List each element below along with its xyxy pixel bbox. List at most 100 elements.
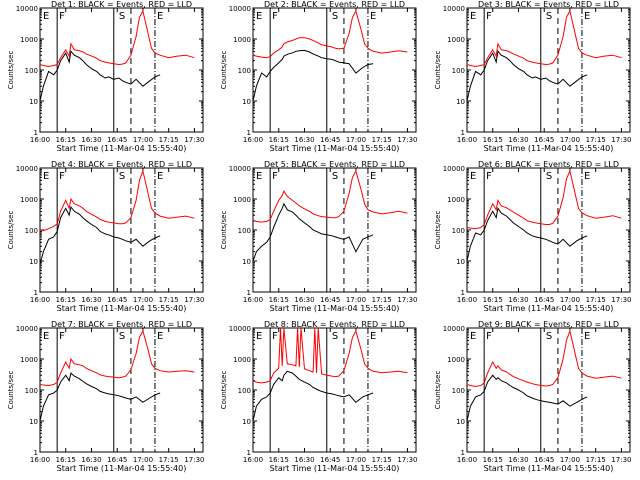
marker-letter: F	[486, 11, 492, 22]
series-line-lld	[40, 169, 195, 232]
x-tick-label: 16:00	[243, 296, 263, 304]
y-tick-label: 10	[456, 98, 465, 106]
x-tick-label: 17:30	[611, 136, 631, 144]
x-tick-label: 16:15	[269, 296, 289, 304]
x-tick-label: 16:00	[457, 136, 477, 144]
series-line-lld	[253, 9, 408, 59]
marker-letter: E	[370, 331, 376, 342]
y-tick-label: 10	[242, 98, 251, 106]
series-group	[40, 169, 195, 265]
x-tick-label: 17:00	[133, 136, 153, 144]
x-tick-label: 16:00	[457, 296, 477, 304]
plot-frame	[252, 167, 417, 293]
marker-letter: E	[157, 171, 163, 182]
x-axis-label: Start Time (11-Mar-04 15:55:40)	[484, 144, 614, 153]
plot-frame	[39, 167, 204, 293]
x-tick-label: 17:30	[184, 456, 204, 464]
marker-letter: S	[119, 331, 125, 342]
series-group	[40, 329, 195, 422]
x-axis-label: Start Time (11-Mar-04 15:55:40)	[270, 304, 400, 313]
plot-frame	[466, 327, 631, 453]
panel-title: Det 8: BLACK = Events, RED = LLD	[264, 320, 405, 329]
series-group	[253, 328, 408, 422]
panel-title: Det 6: BLACK = Events, RED = LLD	[478, 160, 619, 169]
marker-letter: E	[370, 171, 376, 182]
marker-letter: E	[157, 11, 163, 22]
panel-title: Det 7: BLACK = Events, RED = LLD	[51, 320, 192, 329]
x-tick-label: 16:45	[534, 456, 554, 464]
series-line-events	[253, 202, 374, 262]
x-tick-label: 16:30	[81, 296, 101, 304]
y-axis-label: Counts/sec	[434, 51, 442, 90]
x-tick-label: 17:30	[611, 456, 631, 464]
series-line-lld	[467, 9, 622, 68]
y-tick-label: 1	[247, 449, 251, 457]
series-group	[467, 9, 622, 102]
marker-letter: S	[546, 171, 552, 182]
marker-letter: E	[43, 171, 49, 182]
x-tick-label: 17:15	[159, 296, 179, 304]
series-line-events	[253, 49, 374, 102]
series-line-lld	[253, 328, 408, 384]
series-group	[467, 329, 622, 422]
x-axis-label: Start Time (11-Mar-04 15:55:40)	[57, 144, 187, 153]
y-tick-label: 100	[25, 67, 38, 75]
y-tick-label: 1000	[233, 356, 251, 364]
y-tick-label: 1000	[447, 36, 465, 44]
marker-letter: E	[43, 331, 49, 342]
plot-frame	[39, 327, 204, 453]
marker-letter: E	[157, 331, 163, 342]
x-tick-label: 17:00	[346, 296, 366, 304]
y-tick-label: 10	[242, 258, 251, 266]
series-group	[467, 169, 622, 262]
y-tick-label: 1000	[233, 36, 251, 44]
marker-letter: E	[256, 331, 262, 342]
y-tick-label: 1	[247, 289, 251, 297]
plot-frame	[466, 7, 631, 133]
y-tick-label: 10	[29, 258, 38, 266]
x-tick-label: 17:15	[586, 296, 606, 304]
x-tick-label: 17:00	[133, 296, 153, 304]
series-line-events	[467, 374, 588, 422]
x-tick-label: 16:00	[30, 296, 50, 304]
x-tick-label: 17:30	[397, 136, 417, 144]
marker-letter: S	[119, 11, 125, 22]
x-tick-label: 17:00	[346, 136, 366, 144]
y-tick-label: 10000	[229, 325, 251, 333]
y-tick-label: 1	[34, 289, 38, 297]
marker-letter: E	[370, 11, 376, 22]
marker-letter: E	[584, 171, 590, 182]
panel-title: Det 3: BLACK = Events, RED = LLD	[478, 0, 619, 9]
y-tick-label: 1000	[447, 196, 465, 204]
marker-letter: F	[272, 331, 278, 342]
y-tick-label: 100	[238, 67, 251, 75]
marker-letter: S	[332, 331, 338, 342]
y-tick-label: 100	[452, 387, 465, 395]
marker-letter: F	[486, 331, 492, 342]
y-tick-label: 10000	[16, 5, 38, 13]
y-axis-label: Counts/sec	[220, 211, 228, 250]
marker-letter: F	[59, 171, 65, 182]
marker-letter: E	[584, 331, 590, 342]
x-tick-label: 17:00	[560, 456, 580, 464]
y-axis-label: Counts/sec	[220, 51, 228, 90]
series-line-events	[253, 370, 374, 422]
marker-letter: S	[119, 171, 125, 182]
marker-letter: E	[256, 171, 262, 182]
panel-title: Det 1: BLACK = Events, RED = LLD	[51, 0, 192, 9]
y-axis-label: Counts/sec	[434, 371, 442, 410]
x-tick-label: 16:30	[81, 136, 101, 144]
marker-letter: F	[59, 11, 65, 22]
x-tick-label: 17:15	[372, 136, 392, 144]
plot-frame	[252, 7, 417, 133]
marker-letter: F	[272, 11, 278, 22]
series-line-events	[40, 205, 161, 265]
x-axis-label: Start Time (11-Mar-04 15:55:40)	[57, 304, 187, 313]
x-tick-label: 17:30	[397, 456, 417, 464]
